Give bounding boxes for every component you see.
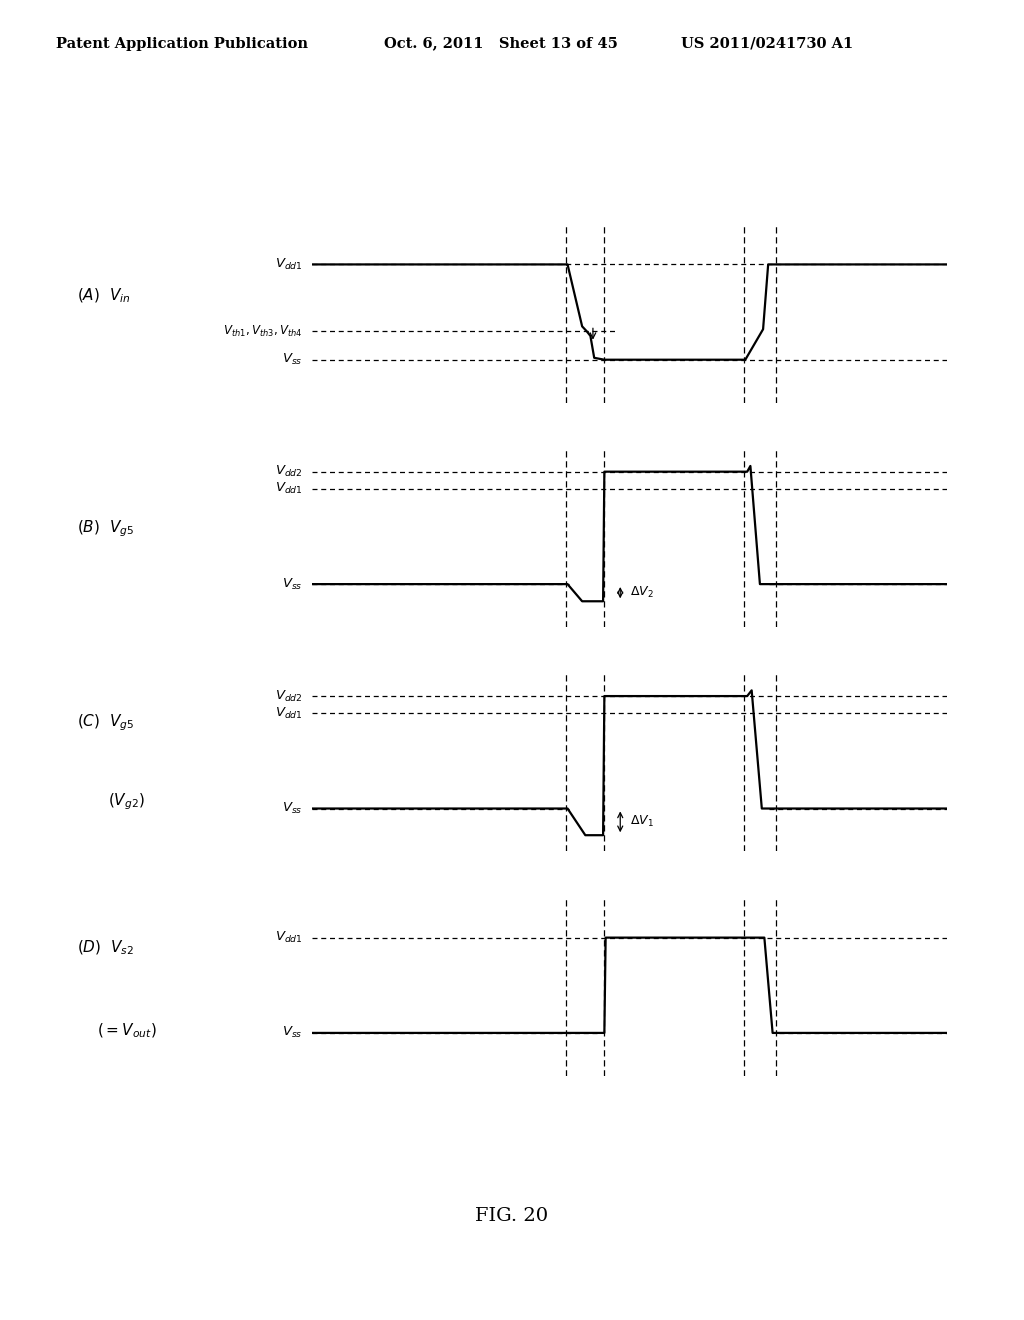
Text: $\Delta V_2$: $\Delta V_2$ <box>630 585 653 601</box>
Text: $V_{dd1}$: $V_{dd1}$ <box>275 706 303 721</box>
Text: Patent Application Publication: Patent Application Publication <box>56 37 308 50</box>
Text: $V_{dd1}$: $V_{dd1}$ <box>275 931 303 945</box>
Text: $V_{dd2}$: $V_{dd2}$ <box>275 689 303 704</box>
Text: $(C)$  $V_{g5}$: $(C)$ $V_{g5}$ <box>77 713 134 734</box>
Text: $(A)$  $V_{in}$: $(A)$ $V_{in}$ <box>77 286 130 305</box>
Text: $(V_{g2})$: $(V_{g2})$ <box>108 791 144 812</box>
Text: $V_{ss}$: $V_{ss}$ <box>283 801 303 816</box>
Text: US 2011/0241730 A1: US 2011/0241730 A1 <box>681 37 853 50</box>
Text: $V_{dd2}$: $V_{dd2}$ <box>275 465 303 479</box>
Text: $(D)$  $V_{s2}$: $(D)$ $V_{s2}$ <box>77 939 134 957</box>
Text: FIG. 20: FIG. 20 <box>475 1206 549 1225</box>
Text: $V_{dd1}$: $V_{dd1}$ <box>275 257 303 272</box>
Text: $V_{ss}$: $V_{ss}$ <box>283 1026 303 1040</box>
Text: $V_{ss}$: $V_{ss}$ <box>283 352 303 367</box>
Text: $(=V_{out})$: $(=V_{out})$ <box>97 1022 157 1040</box>
Text: $(B)$  $V_{g5}$: $(B)$ $V_{g5}$ <box>77 519 134 540</box>
Text: $V_{th1}, V_{th3}, V_{th4}$: $V_{th1}, V_{th3}, V_{th4}$ <box>223 323 303 339</box>
Text: $V_{dd1}$: $V_{dd1}$ <box>275 482 303 496</box>
Text: Oct. 6, 2011   Sheet 13 of 45: Oct. 6, 2011 Sheet 13 of 45 <box>384 37 617 50</box>
Text: $V_{ss}$: $V_{ss}$ <box>283 577 303 591</box>
Text: $\Delta V_1$: $\Delta V_1$ <box>630 814 653 829</box>
